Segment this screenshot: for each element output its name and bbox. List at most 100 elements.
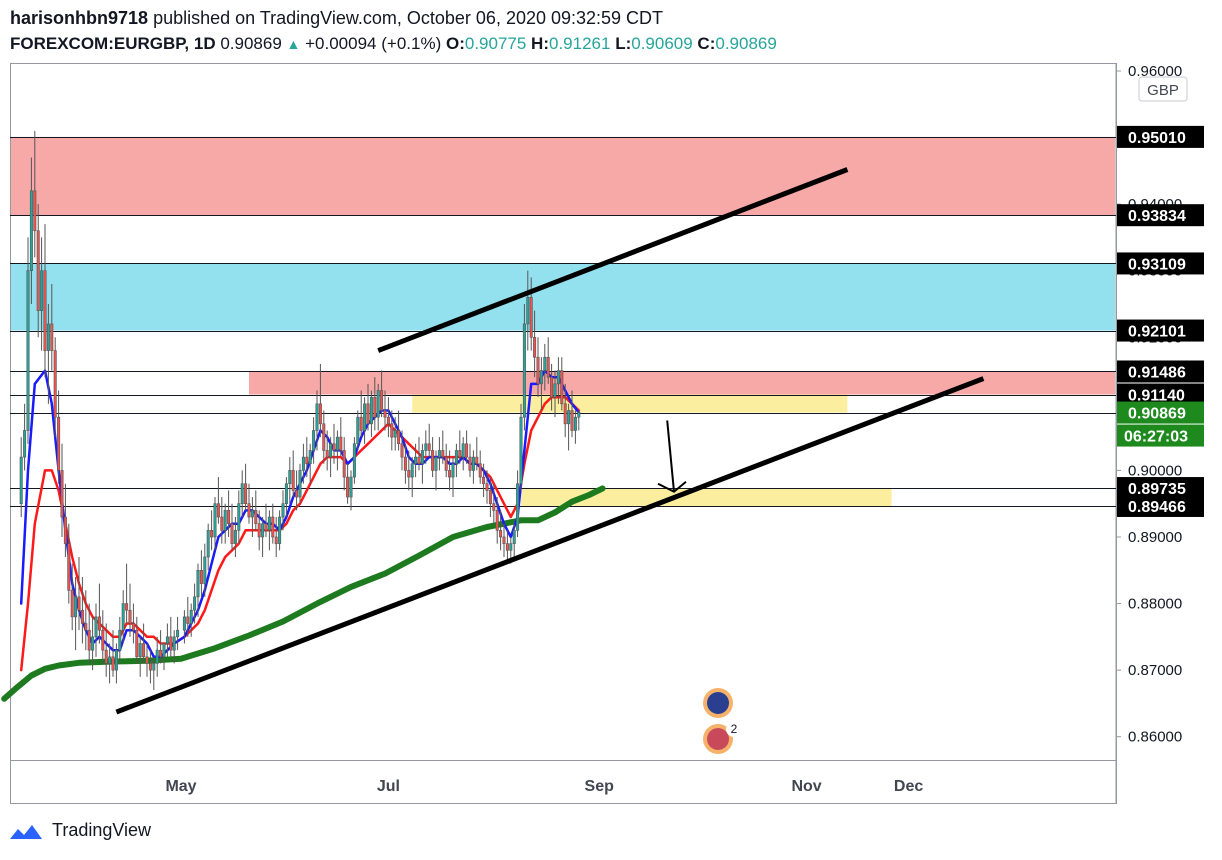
candle-body-44 [169, 636, 173, 651]
candle-body-107 [386, 416, 390, 425]
candle-body-72 [267, 516, 271, 531]
candle-body-51 [196, 569, 200, 598]
tradingview-logo[interactable]: TradingView [8, 820, 151, 841]
candle-body-122 [437, 450, 441, 458]
last-price: 0.90869 [220, 34, 282, 53]
candle-body-161 [570, 410, 574, 431]
zone-supply-1[interactable] [11, 263, 1115, 331]
candle-body-68 [254, 510, 258, 524]
candle-body-60 [227, 510, 231, 524]
candle-body-89 [325, 450, 329, 458]
candle-body-41 [159, 649, 163, 658]
candle-body-6 [40, 270, 44, 311]
candle-body-82 [301, 456, 305, 471]
candle-body-34 [135, 629, 139, 658]
price-axis[interactable]: 0.960000.940000.930000.920000.910000.900… [1116, 63, 1204, 746]
candle-body-61 [230, 523, 234, 544]
candle-body-158 [560, 370, 564, 405]
candle-body-49 [189, 609, 193, 624]
candle-body-42 [162, 643, 166, 658]
candle-body-142 [505, 543, 509, 551]
candle-body-4 [33, 190, 37, 232]
publish-info: harisonhbn9718 published on TradingView.… [10, 8, 663, 29]
candle-body-116 [417, 456, 421, 465]
candle-body-162 [573, 416, 577, 431]
level-price-tag[interactable] [1117, 477, 1204, 500]
candle-body-57 [216, 503, 220, 518]
candle-body-96 [349, 476, 353, 498]
zone-demand-4[interactable] [521, 488, 892, 506]
candle-body-81 [298, 470, 302, 498]
level-price-label: 0.95010 [1128, 130, 1186, 147]
events-layer[interactable]: 2 [703, 688, 742, 754]
level-price-tag[interactable] [1117, 204, 1204, 227]
candle-body-148 [526, 297, 530, 325]
level-price-tag[interactable] [1117, 252, 1204, 275]
candle-body-135 [482, 476, 486, 485]
high-value: 0.91261 [549, 34, 611, 53]
down-arrow-shaft[interactable] [666, 420, 675, 492]
candle-body-79 [291, 470, 295, 491]
candle-body-40 [155, 649, 159, 664]
candle-body-30 [121, 603, 125, 631]
candle-body-78 [288, 470, 292, 485]
level-price-label: 0.89466 [1128, 499, 1186, 516]
candle-body-62 [233, 530, 237, 544]
candle-body-76 [281, 503, 285, 518]
trendline-channel-lower[interactable] [115, 376, 985, 715]
candle-body-16 [74, 596, 78, 618]
candle-body-27 [111, 656, 115, 671]
time-axis-label: Dec [894, 778, 923, 795]
down-arrow-head[interactable] [657, 480, 687, 493]
level-price-tag[interactable] [1117, 319, 1204, 342]
trendline-channel-upper[interactable] [377, 167, 849, 353]
zone-resistance-2[interactable] [249, 371, 1115, 395]
candles-layer [19, 130, 581, 691]
candle-body-125 [448, 470, 452, 478]
candle-body-153 [543, 356, 547, 371]
candle-body-37 [145, 656, 149, 664]
candle-body-104 [376, 390, 380, 418]
candle-body-94 [342, 450, 346, 478]
candle-body-32 [128, 609, 132, 624]
zone-pivot-3[interactable] [412, 394, 848, 413]
event-count: 2 [731, 722, 738, 736]
level-price-tag[interactable] [1117, 494, 1204, 517]
brand-text: TradingView [52, 820, 152, 840]
candle-body-52 [199, 569, 203, 584]
candle-body-98 [356, 416, 360, 445]
candle-body-144 [512, 530, 516, 544]
candle-body-3 [29, 190, 33, 272]
candle-body-74 [274, 536, 278, 544]
time-axis-label: Nov [791, 778, 821, 795]
level-price-label: 0.91140 [1128, 388, 1185, 405]
current-price-tag[interactable] [1117, 401, 1204, 424]
level-price-tag[interactable] [1117, 360, 1204, 383]
time-axis[interactable]: May Jul Sep Nov Dec [165, 778, 923, 795]
candle-body-58 [220, 516, 224, 531]
candle-body-73 [271, 516, 275, 538]
ema-slow-line [1, 485, 606, 702]
time-axis-label: May [165, 778, 196, 795]
candle-body-110 [397, 430, 401, 445]
time-axis-label: Sep [585, 778, 615, 795]
candle-body-1 [23, 430, 27, 458]
candle-body-39 [152, 663, 156, 671]
candle-body-9 [50, 323, 54, 351]
zone-resistance-0[interactable] [11, 136, 1115, 216]
candle-body-93 [339, 436, 343, 451]
candle-body-25 [104, 649, 108, 664]
eu-flag-inner [707, 692, 729, 714]
candle-body-106 [383, 410, 387, 418]
candle-body-114 [410, 463, 414, 478]
candle-body-140 [499, 530, 503, 538]
level-price-tag[interactable] [1117, 383, 1204, 406]
candle-body-18 [80, 609, 84, 624]
candle-body-130 [465, 443, 469, 458]
candle-body-159 [563, 403, 567, 425]
level-price-tag[interactable] [1117, 125, 1204, 148]
zones-layer [11, 136, 1115, 506]
candle-body-129 [461, 443, 465, 458]
currency-badge[interactable] [1138, 76, 1188, 102]
